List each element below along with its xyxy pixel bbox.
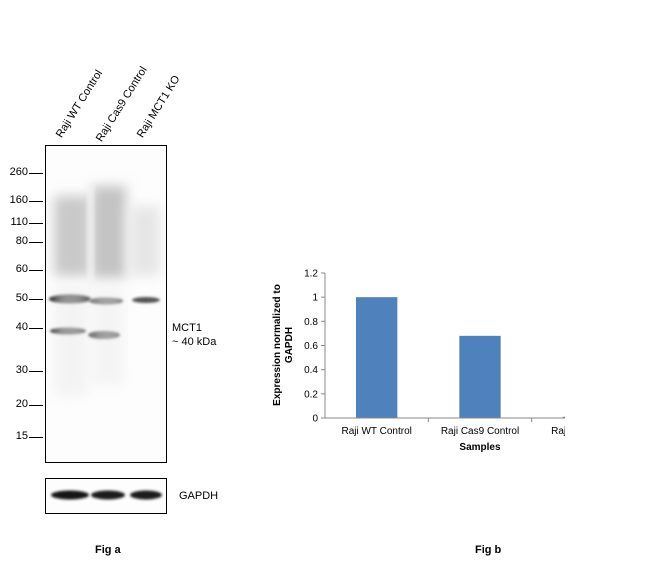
y-tick-label: 1	[312, 293, 318, 304]
mw-tick	[29, 371, 43, 372]
mw-marker-label: 110	[10, 216, 28, 228]
y-tick-label: 0.8	[304, 317, 318, 328]
y-tick-label: 0.2	[304, 389, 318, 400]
y-tick-label: 0.6	[304, 341, 318, 352]
mw-marker-label: 80	[15, 235, 28, 247]
y-axis: 0 0.2 0.4 0.6 0.8 1 1.2	[304, 269, 326, 425]
mw-marker-label: 160	[9, 194, 28, 206]
mw-tick	[29, 328, 43, 329]
y-axis-label-line1: Expression normalized to	[272, 284, 283, 406]
gapdh-blot-image	[51, 490, 162, 500]
x-tick-label: Raji Cas9 Control	[441, 426, 519, 437]
mw-tick	[29, 437, 43, 438]
mw-tick	[29, 173, 43, 174]
y-tick-label: 0	[312, 414, 318, 425]
x-tick-label: Raji MCT1 KO	[551, 426, 565, 437]
lane-label-ko: Raji MCT1 KO	[134, 73, 183, 140]
mct1-size-label: ~ 40 kDa	[172, 336, 217, 348]
bar	[459, 335, 501, 418]
mw-tick	[29, 299, 43, 300]
bar-chart: 0 0.2 0.4 0.6 0.8 1 1.2 Raji WT Control Raji Ca…	[272, 269, 565, 453]
y-tick-label: 1.2	[304, 269, 318, 280]
mw-marker-label: 40	[15, 321, 28, 333]
mw-tick	[29, 223, 43, 224]
mw-tick	[29, 270, 43, 271]
y-tick-label: 0.4	[304, 365, 318, 376]
gapdh-label: GAPDH	[179, 490, 219, 502]
mw-tick	[29, 242, 43, 243]
mw-marker-label: 60	[15, 263, 28, 275]
x-tick-label: Raji WT Control	[341, 426, 411, 437]
mct1-blot-image	[49, 186, 160, 396]
x-axis-label: Samples	[459, 442, 501, 453]
mw-marker-label: 15	[15, 430, 28, 442]
gapdh-blot-membrane	[45, 478, 167, 514]
mct1-blot-membrane	[45, 145, 167, 463]
x-axis: Raji WT Control Raji Cas9 Control Raji MCT…	[325, 417, 565, 437]
lane-label-wt: Raji WT Control	[53, 67, 106, 140]
y-axis-label-line2: GAPDH	[284, 327, 295, 363]
bar	[356, 297, 398, 418]
bars	[356, 297, 565, 418]
mw-tick	[29, 201, 43, 202]
mct1-label: MCT1	[172, 322, 202, 334]
fig-a-caption: Fig a	[95, 544, 121, 556]
mw-marker-label: 50	[15, 292, 28, 304]
fig-b-caption: Fig b	[475, 544, 502, 556]
mw-marker-label: 30	[15, 364, 28, 376]
mw-marker-label: 20	[15, 398, 28, 410]
mw-marker-label: 260	[9, 166, 28, 178]
mw-tick	[29, 405, 43, 406]
bar	[562, 416, 565, 418]
